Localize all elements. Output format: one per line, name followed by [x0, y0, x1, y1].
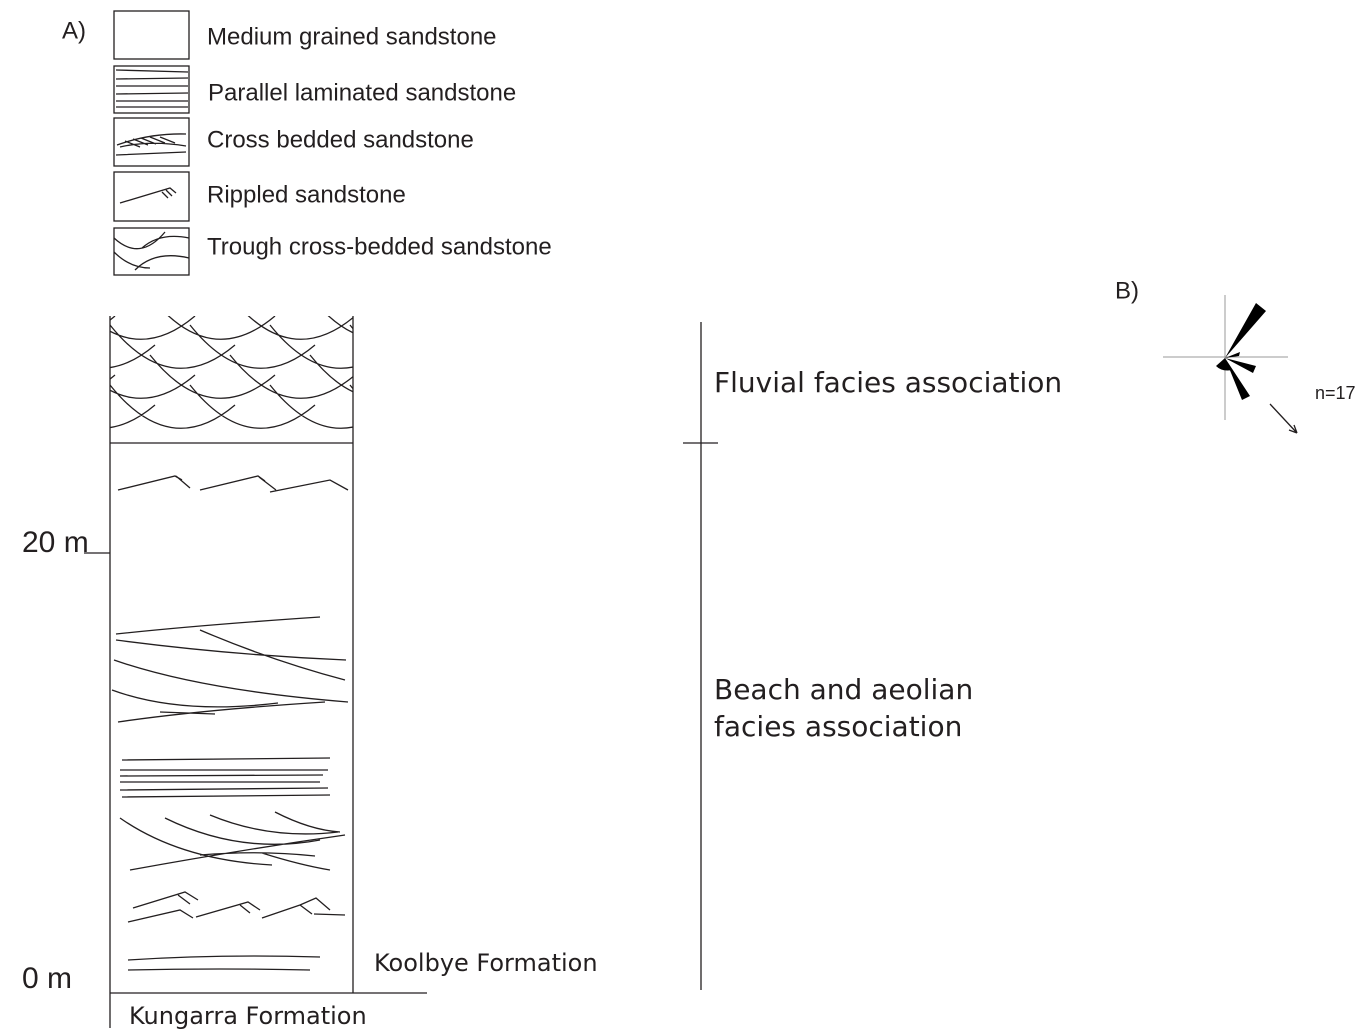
trough-arcs: [0, 296, 475, 428]
parallel-lamination: [120, 758, 330, 797]
arrow: [1270, 404, 1297, 433]
facies-bar: Fluvial facies association Beach and aeo…: [683, 322, 1062, 990]
ripples: [128, 892, 345, 922]
legend-label: Rippled sandstone: [207, 181, 406, 208]
column-outline: [84, 316, 427, 1028]
formation-label: Koolbye Formation: [374, 949, 598, 977]
facies-label: Fluvial facies association: [714, 366, 1062, 399]
facies-line: [683, 322, 718, 990]
legend-box: [114, 11, 189, 59]
cross-beds: [120, 812, 345, 870]
legend-label: Parallel laminated sandstone: [208, 79, 516, 106]
rose-diagram: B) n=17: [1115, 277, 1356, 433]
rose-petals: [1216, 303, 1266, 400]
formation-label: Kungarra Formation: [129, 1002, 367, 1030]
panel-label: B): [1115, 277, 1139, 304]
count-label: n=17: [1315, 383, 1356, 403]
legend-symbol: [114, 232, 189, 270]
diagram: A) Medium grained sandstone Parallel lam…: [0, 0, 1365, 1032]
crosshair: [1163, 295, 1288, 420]
trough-beds: [0, 296, 475, 428]
legend-label: Trough cross-bedded sandstone: [207, 233, 552, 260]
log-column: 20 m 0 m Koolbye Formation Kungarra Form…: [0, 296, 598, 1030]
legend: A) Medium grained sandstone Parallel lam…: [62, 11, 552, 275]
legend-symbol: [116, 70, 188, 107]
scale-label: 0 m: [22, 962, 72, 995]
cross-beds: [112, 617, 348, 722]
facies-label: Beach and aeolian: [714, 673, 973, 706]
legend-symbol: [120, 188, 176, 203]
scale-label: 20 m: [22, 526, 89, 559]
legend-box: [114, 228, 189, 275]
legend-box: [114, 66, 189, 113]
legend-label: Medium grained sandstone: [207, 23, 497, 50]
ripples: [118, 476, 348, 492]
legend-label: Cross bedded sandstone: [207, 126, 474, 153]
legend-symbol: [116, 134, 186, 155]
parallel-lamination: [128, 956, 320, 970]
panel-label: A): [62, 17, 86, 44]
legend-box: [114, 172, 189, 221]
facies-label: facies association: [714, 710, 962, 743]
